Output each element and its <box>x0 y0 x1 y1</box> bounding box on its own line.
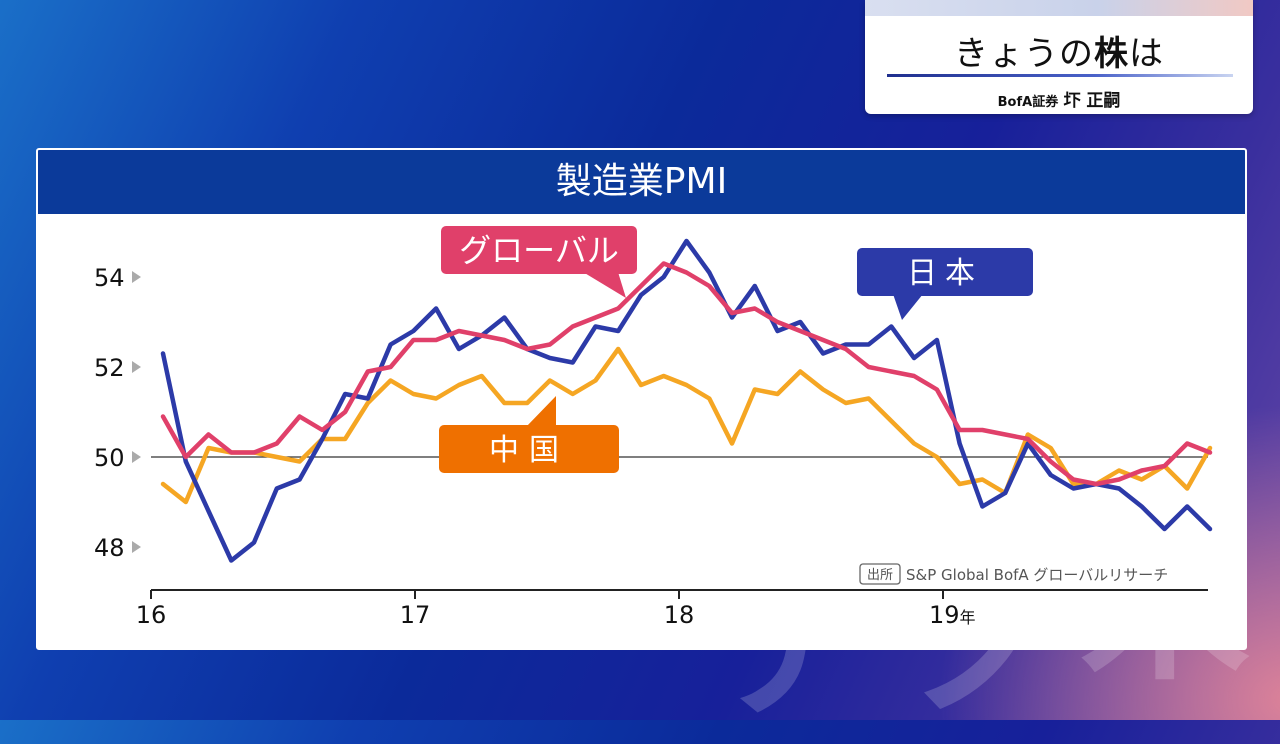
program-title-card: きょうの株は BofA証券 圷 正嗣 <box>865 0 1253 114</box>
legend-label-global: グローバル <box>459 232 619 270</box>
title-bold: 株 <box>1094 34 1129 74</box>
legend-label-japan: 日本 <box>907 256 983 291</box>
chart-title: 製造業PMI <box>38 150 1245 214</box>
x-tick-label: 19年 <box>929 601 976 629</box>
title-prefix: きょうの <box>954 34 1094 74</box>
legend-callout-japan: 日本 <box>857 248 1033 320</box>
callout-pointer <box>526 396 556 427</box>
guest-name: 圷 正嗣 <box>1063 91 1121 111</box>
callout-pointer <box>893 294 923 320</box>
chart-panel: 製造業PMI 16 17 18 19年 48 50 52 54 グローバル日本中国 出所 S&P… <box>36 148 1247 650</box>
legend-callout-global: グローバル <box>441 226 637 298</box>
title-underline <box>887 74 1233 77</box>
title-card-topbar <box>865 0 1253 16</box>
source-text: S&P Global BofA グローバルリサーチ <box>906 566 1168 584</box>
callout-box <box>857 248 1033 296</box>
y-tick-label: 52 <box>94 354 125 382</box>
guest-byline: BofA証券 圷 正嗣 <box>865 86 1253 111</box>
callout-box <box>441 226 637 274</box>
program-title: きょうの株は <box>865 26 1253 75</box>
series-line-japan <box>160 238 1213 563</box>
legend-label-china: 中国 <box>489 433 569 468</box>
source-badge-box <box>859 563 901 585</box>
callout-pointer <box>583 272 626 298</box>
legend-callout-china: 中国 <box>439 396 619 473</box>
y-tick-marker <box>132 451 141 463</box>
y-tick-label: 54 <box>94 264 125 292</box>
y-tick-marker <box>132 541 141 553</box>
series-line-global <box>160 261 1213 487</box>
x-tick-label: 16 <box>136 601 167 629</box>
title-suffix: は <box>1129 34 1164 74</box>
y-tick-marker <box>132 361 141 373</box>
callout-box <box>439 425 619 473</box>
source-badge: 出所 <box>867 568 893 583</box>
x-tick-label: 17 <box>400 601 431 629</box>
series-line-china <box>160 346 1213 505</box>
y-tick-label: 50 <box>94 444 125 472</box>
y-tick-label: 48 <box>94 534 125 562</box>
x-tick-label: 18 <box>664 601 695 629</box>
y-tick-marker <box>132 271 141 283</box>
guest-org: BofA証券 <box>997 95 1059 110</box>
